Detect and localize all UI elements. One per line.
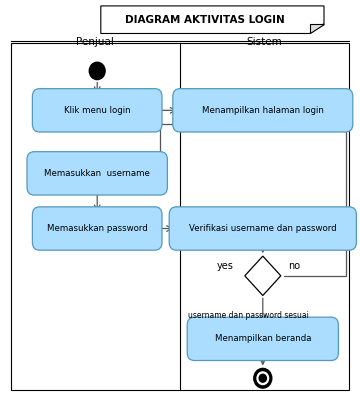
Circle shape <box>254 368 272 388</box>
Text: Memasukkan  username: Memasukkan username <box>44 169 150 178</box>
Text: no: no <box>288 261 300 271</box>
Text: yes: yes <box>217 261 234 271</box>
Text: Menampilkan halaman login: Menampilkan halaman login <box>202 106 324 115</box>
FancyBboxPatch shape <box>27 152 167 195</box>
FancyBboxPatch shape <box>169 207 356 250</box>
FancyBboxPatch shape <box>32 207 162 250</box>
Polygon shape <box>245 256 281 296</box>
Text: Verifikasi username dan password: Verifikasi username dan password <box>189 224 337 233</box>
Text: Memasukkan password: Memasukkan password <box>47 224 148 233</box>
Bar <box>11 43 349 390</box>
Circle shape <box>89 62 105 80</box>
Text: username dan password sesuai: username dan password sesuai <box>188 311 309 320</box>
Polygon shape <box>310 24 324 33</box>
Text: Menampilkan beranda: Menampilkan beranda <box>215 335 311 343</box>
Text: Klik menu login: Klik menu login <box>64 106 131 115</box>
FancyBboxPatch shape <box>173 89 353 132</box>
Circle shape <box>259 374 266 382</box>
Polygon shape <box>101 6 324 33</box>
Text: Penjual: Penjual <box>76 37 114 47</box>
Text: DIAGRAM AKTIVITAS LOGIN: DIAGRAM AKTIVITAS LOGIN <box>125 15 285 25</box>
Text: Sistem: Sistem <box>247 37 283 47</box>
FancyBboxPatch shape <box>32 89 162 132</box>
FancyBboxPatch shape <box>187 317 338 361</box>
Circle shape <box>257 372 269 385</box>
